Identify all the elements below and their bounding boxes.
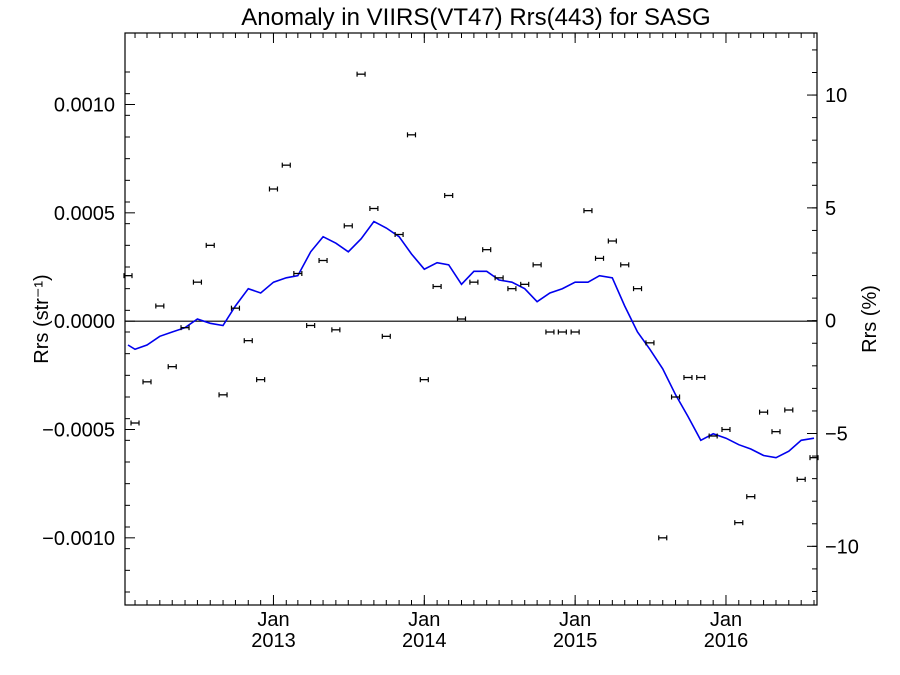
left-tick-label: 0.0000 xyxy=(54,311,115,333)
data-point xyxy=(256,377,266,383)
right-tick-label: 10 xyxy=(825,85,847,107)
data-point xyxy=(444,193,454,198)
data-point xyxy=(507,286,517,292)
right-axis-labels: 10 5 0 −5 −10 xyxy=(825,85,859,558)
right-tick-label: 5 xyxy=(825,198,836,220)
chart-title: Anomaly in VIIRS(VT47) Rrs(443) for SASG xyxy=(241,4,710,31)
data-point xyxy=(784,407,794,413)
data-point xyxy=(520,281,530,287)
data-point xyxy=(557,329,567,335)
data-point xyxy=(632,286,643,292)
data-point xyxy=(331,327,341,333)
x-tick-year: 2014 xyxy=(402,630,447,652)
right-tick-label: −5 xyxy=(825,424,848,446)
data-point xyxy=(406,132,417,138)
data-point xyxy=(683,375,693,380)
data-point xyxy=(293,271,303,276)
data-point xyxy=(369,206,379,211)
data-point xyxy=(570,329,580,335)
data-point xyxy=(356,71,366,77)
data-point xyxy=(192,279,203,285)
left-tick-label: 0.0005 xyxy=(54,203,115,225)
data-point xyxy=(809,455,819,461)
data-point xyxy=(142,379,152,385)
data-point xyxy=(494,275,504,281)
data-point xyxy=(583,208,593,214)
data-point xyxy=(456,316,467,322)
data-point xyxy=(130,420,140,426)
data-point xyxy=(796,476,806,482)
data-point xyxy=(758,409,769,415)
data-point xyxy=(696,375,706,380)
data-point xyxy=(205,242,215,248)
data-point xyxy=(155,303,165,309)
smoothed-anomaly-line xyxy=(127,220,815,459)
data-point xyxy=(532,262,542,268)
x-tick-month: Jan xyxy=(408,609,440,631)
left-tick-label: 0.0010 xyxy=(54,95,115,117)
data-point xyxy=(432,284,442,289)
data-point xyxy=(620,262,630,268)
data-point xyxy=(230,305,241,311)
data-point xyxy=(343,223,353,229)
x-tick-month: Jan xyxy=(257,609,289,631)
data-point xyxy=(268,186,279,192)
axis-ticks xyxy=(125,33,817,605)
data-point xyxy=(734,520,744,526)
data-point xyxy=(708,433,718,439)
data-point xyxy=(469,279,479,285)
monthly-anomaly-points xyxy=(123,71,819,541)
data-point xyxy=(607,238,617,244)
data-point xyxy=(167,364,177,370)
data-point xyxy=(545,329,555,335)
right-axis-title: Rrs (%) xyxy=(859,285,881,353)
x-tick-year: 2013 xyxy=(251,630,296,652)
data-point xyxy=(645,340,655,346)
data-point xyxy=(306,323,316,328)
data-point xyxy=(281,162,291,168)
left-tick-label: −0.0010 xyxy=(42,528,115,550)
left-axis-labels: 0.0010 0.0005 0.0000 −0.0005 −0.0010 xyxy=(42,95,115,550)
left-tick-label: −0.0005 xyxy=(42,420,115,442)
data-point xyxy=(381,333,391,339)
left-axis-title: Rrs (str⁻¹) xyxy=(31,274,53,363)
x-tick-month: Jan xyxy=(559,609,591,631)
data-point xyxy=(771,429,781,435)
data-point xyxy=(419,377,429,383)
x-tick-year: 2015 xyxy=(553,630,598,652)
x-tick-month: Jan xyxy=(710,609,742,631)
data-point xyxy=(670,394,681,400)
data-point xyxy=(482,247,492,253)
data-point xyxy=(180,325,190,331)
data-point xyxy=(218,392,228,398)
data-point xyxy=(318,258,328,263)
data-point xyxy=(394,232,404,237)
data-point xyxy=(243,338,253,344)
x-tick-year: 2016 xyxy=(704,630,749,652)
data-point xyxy=(658,535,668,541)
data-point xyxy=(594,255,605,261)
data-point xyxy=(721,427,731,432)
right-tick-label: 0 xyxy=(825,311,836,333)
right-tick-label: −10 xyxy=(825,536,859,558)
plot-frame xyxy=(124,32,818,606)
data-point xyxy=(746,494,756,500)
data-point xyxy=(123,273,133,279)
